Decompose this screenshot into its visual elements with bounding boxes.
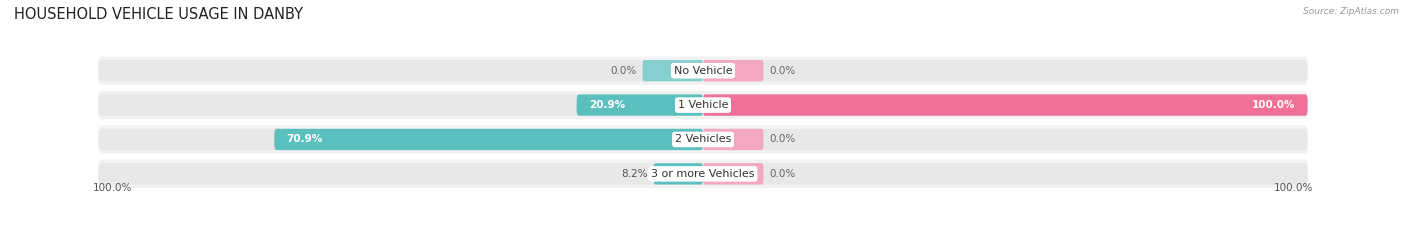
FancyBboxPatch shape — [643, 60, 703, 81]
FancyBboxPatch shape — [703, 129, 763, 150]
Text: 3 or more Vehicles: 3 or more Vehicles — [651, 169, 755, 179]
FancyBboxPatch shape — [98, 91, 1308, 119]
Text: 100.0%: 100.0% — [1251, 100, 1295, 110]
Text: HOUSEHOLD VEHICLE USAGE IN DANBY: HOUSEHOLD VEHICLE USAGE IN DANBY — [14, 7, 304, 22]
FancyBboxPatch shape — [274, 129, 703, 150]
Text: 100.0%: 100.0% — [93, 183, 132, 193]
Text: No Vehicle: No Vehicle — [673, 66, 733, 76]
Text: 2 Vehicles: 2 Vehicles — [675, 134, 731, 144]
FancyBboxPatch shape — [98, 94, 1308, 116]
FancyBboxPatch shape — [98, 163, 1308, 185]
FancyBboxPatch shape — [98, 160, 1308, 188]
FancyBboxPatch shape — [703, 94, 1308, 116]
FancyBboxPatch shape — [98, 57, 1308, 85]
FancyBboxPatch shape — [576, 94, 703, 116]
Text: 0.0%: 0.0% — [610, 66, 637, 76]
Text: 8.2%: 8.2% — [621, 169, 647, 179]
FancyBboxPatch shape — [98, 60, 1308, 81]
FancyBboxPatch shape — [703, 163, 763, 185]
Text: 100.0%: 100.0% — [1274, 183, 1313, 193]
Text: 20.9%: 20.9% — [589, 100, 624, 110]
Text: 0.0%: 0.0% — [769, 134, 796, 144]
FancyBboxPatch shape — [98, 125, 1308, 154]
FancyBboxPatch shape — [654, 163, 703, 185]
Text: Source: ZipAtlas.com: Source: ZipAtlas.com — [1303, 7, 1399, 16]
FancyBboxPatch shape — [703, 60, 763, 81]
Text: 0.0%: 0.0% — [769, 169, 796, 179]
Text: 70.9%: 70.9% — [287, 134, 323, 144]
Text: 1 Vehicle: 1 Vehicle — [678, 100, 728, 110]
Text: 0.0%: 0.0% — [769, 66, 796, 76]
FancyBboxPatch shape — [98, 129, 1308, 150]
